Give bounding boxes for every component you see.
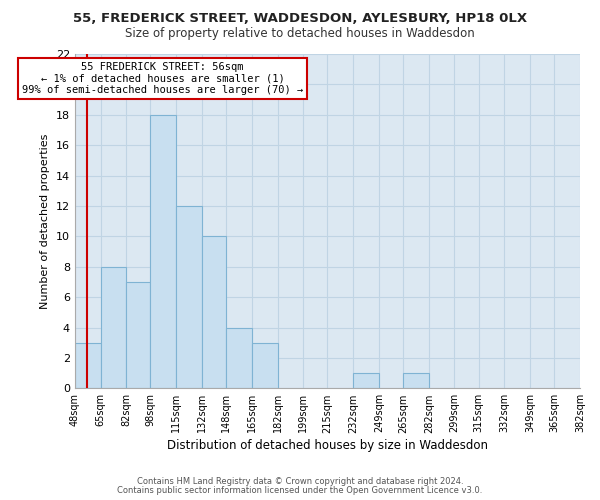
Text: Contains public sector information licensed under the Open Government Licence v3: Contains public sector information licen… <box>118 486 482 495</box>
Bar <box>353 373 379 388</box>
Bar <box>101 266 126 388</box>
Text: Size of property relative to detached houses in Waddesdon: Size of property relative to detached ho… <box>125 28 475 40</box>
Text: 55, FREDERICK STREET, WADDESDON, AYLESBURY, HP18 0LX: 55, FREDERICK STREET, WADDESDON, AYLESBU… <box>73 12 527 26</box>
Bar <box>75 342 101 388</box>
Bar <box>252 342 278 388</box>
Bar <box>176 206 202 388</box>
Y-axis label: Number of detached properties: Number of detached properties <box>40 134 50 309</box>
Bar <box>226 328 252 388</box>
Bar <box>151 115 176 388</box>
Bar <box>126 282 151 389</box>
Bar <box>202 236 226 388</box>
Text: Contains HM Land Registry data © Crown copyright and database right 2024.: Contains HM Land Registry data © Crown c… <box>137 477 463 486</box>
Bar <box>403 373 429 388</box>
Text: 55 FREDERICK STREET: 56sqm
← 1% of detached houses are smaller (1)
99% of semi-d: 55 FREDERICK STREET: 56sqm ← 1% of detac… <box>22 62 303 95</box>
X-axis label: Distribution of detached houses by size in Waddesdon: Distribution of detached houses by size … <box>167 440 488 452</box>
